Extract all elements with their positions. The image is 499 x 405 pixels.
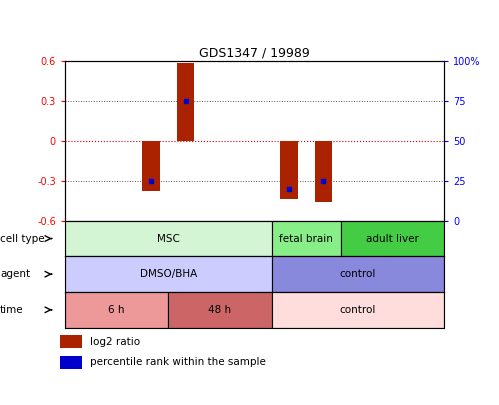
Bar: [60, 335, 82, 348]
Bar: [168, 292, 272, 328]
Text: fetal brain: fetal brain: [279, 234, 333, 243]
Bar: [65, 221, 272, 256]
Text: MSC: MSC: [157, 234, 180, 243]
Text: log2 ratio: log2 ratio: [90, 337, 140, 347]
Text: 6 h: 6 h: [108, 305, 125, 315]
Text: control: control: [340, 305, 376, 315]
Text: agent: agent: [0, 269, 30, 279]
Text: cell type: cell type: [0, 234, 44, 243]
Bar: [142, 141, 160, 192]
Bar: [65, 256, 272, 292]
Text: 48 h: 48 h: [209, 305, 232, 315]
Bar: [280, 141, 297, 199]
Text: adult liver: adult liver: [366, 234, 419, 243]
Text: percentile rank within the sample: percentile rank within the sample: [90, 358, 265, 367]
Bar: [341, 221, 444, 256]
Bar: [65, 292, 168, 328]
Bar: [177, 64, 194, 141]
Title: GDS1347 / 19989: GDS1347 / 19989: [199, 47, 310, 60]
Text: time: time: [0, 305, 23, 315]
Bar: [315, 141, 332, 202]
Bar: [272, 256, 444, 292]
Text: DMSO/BHA: DMSO/BHA: [140, 269, 197, 279]
Bar: [60, 356, 82, 369]
Bar: [272, 221, 341, 256]
Bar: [272, 292, 444, 328]
Text: control: control: [340, 269, 376, 279]
